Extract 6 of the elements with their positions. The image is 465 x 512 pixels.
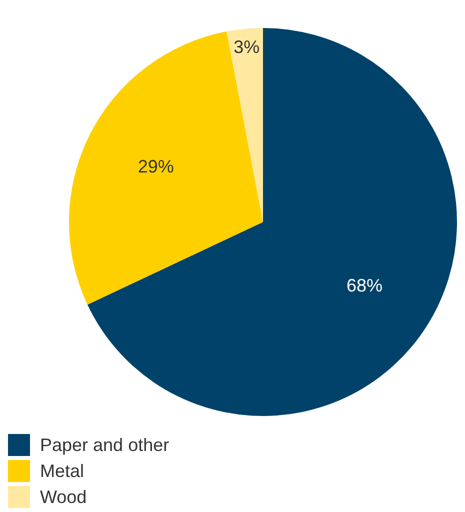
data-label: 29% — [138, 156, 174, 176]
data-label: 3% — [234, 37, 260, 58]
legend-label: Wood — [40, 486, 87, 508]
legend-label: Metal — [40, 460, 84, 482]
data-label: 68% — [346, 275, 383, 296]
legend-label: Paper and other — [40, 434, 170, 456]
